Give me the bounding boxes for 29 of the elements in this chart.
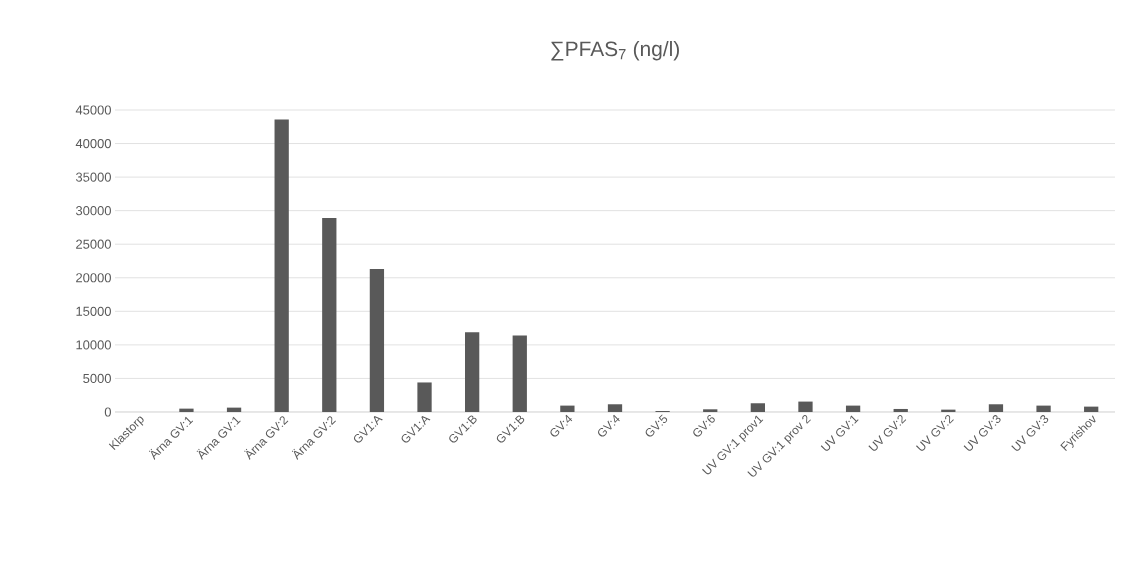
bar: [322, 218, 337, 412]
bar: [226, 407, 242, 412]
bar: [512, 335, 527, 412]
y-tick-label: 5000: [83, 373, 111, 384]
y-tick-label: 0: [104, 407, 111, 417]
bar: [893, 408, 908, 412]
bar: [369, 269, 385, 412]
bar: [179, 408, 194, 412]
y-tick-label: 10000: [76, 340, 111, 350]
bar: [703, 409, 718, 412]
bar: [750, 403, 765, 412]
bar: [607, 404, 623, 412]
bar: [560, 405, 575, 412]
y-tick-label: 20000: [76, 273, 111, 283]
bar: [274, 119, 289, 412]
bar: [988, 404, 1004, 412]
y-tick-label: 25000: [76, 239, 111, 249]
bar: [1036, 405, 1051, 412]
y-tick-label: 15000: [76, 306, 111, 316]
bar: [845, 405, 861, 412]
y-tick-label: 30000: [75, 206, 111, 216]
bar: [1084, 406, 1099, 412]
bar: [465, 332, 480, 412]
y-tick-label: 45000: [75, 105, 111, 115]
y-tick-label: 40000: [75, 138, 111, 149]
bar: [798, 401, 813, 412]
y-tick-label: 35000: [75, 172, 111, 182]
chart-title: ∑PFAS$_{7}$ (ng/l): [551, 40, 679, 61]
bar: [417, 382, 432, 412]
